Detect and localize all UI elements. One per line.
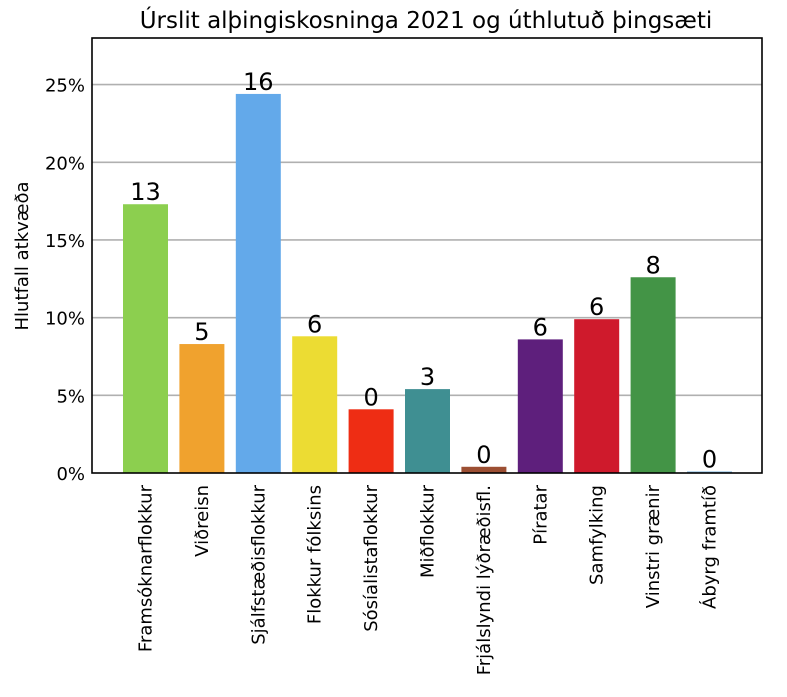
x-tick-label: Frjálslyndi lýðræðisfl. <box>474 485 495 675</box>
bar-seat-label: 5 <box>194 318 209 346</box>
bar-seat-label: 0 <box>702 445 717 473</box>
x-tick-label: Píratar <box>530 484 551 544</box>
x-tick-label: Sjálfstæðisflokkur <box>248 484 269 644</box>
x-tick-label: Vinstri grænir <box>643 484 664 608</box>
bars <box>123 93 732 473</box>
bar <box>179 344 225 473</box>
y-axis-label: Hlutfall atkvæða <box>12 182 33 331</box>
bar-seat-label: 16 <box>243 68 274 96</box>
x-tick-label: Ábyrg framtíð <box>699 485 721 609</box>
x-tick-label: Viðreisn <box>192 485 213 557</box>
bar <box>348 409 394 473</box>
bar <box>517 339 563 473</box>
y-tick-label: 5% <box>56 386 85 407</box>
y-axis-ticks: 0% 5% 10% 15% 20% 25% <box>45 76 85 485</box>
y-tick-label: 0% <box>56 464 85 485</box>
x-axis-ticks: Framsóknarflokkur Viðreisn Sjálfstæðisflok… <box>136 484 721 675</box>
bar <box>405 389 450 473</box>
bar <box>630 277 676 473</box>
y-tick-label: 10% <box>45 309 85 330</box>
bar <box>123 204 168 473</box>
x-tick-label: Samfylking <box>587 485 608 585</box>
plot-frame <box>91 37 763 474</box>
chart-title: Úrslit alþingiskosninga 2021 og úthlutuð… <box>140 6 713 34</box>
bar-seat-label: 6 <box>533 313 548 341</box>
x-tick-label: Miðflokkur <box>418 484 439 578</box>
bar <box>235 93 281 473</box>
bar-seat-label: 6 <box>589 293 604 321</box>
bar-seat-label: 0 <box>476 441 491 469</box>
y-tick-label: 20% <box>45 153 85 174</box>
bar-seat-label: 6 <box>307 310 322 338</box>
x-tick-label: Framsóknarflokkur <box>136 484 157 652</box>
bar <box>574 319 620 473</box>
bar-seat-label: 0 <box>363 383 378 411</box>
data-labels: 13 5 16 6 0 3 0 6 6 8 0 <box>130 68 717 474</box>
bar-seat-label: 13 <box>130 178 161 206</box>
y-tick-label: 25% <box>45 76 85 97</box>
x-tick-label: Flokkur fólksins <box>305 485 326 624</box>
bar <box>292 336 338 473</box>
y-tick-label: 15% <box>45 231 85 252</box>
bar-seat-label: 8 <box>645 251 660 279</box>
x-tick-label: Sósíalistaflokkur <box>361 484 382 631</box>
bar-seat-label: 3 <box>420 363 435 391</box>
bar <box>461 466 507 473</box>
